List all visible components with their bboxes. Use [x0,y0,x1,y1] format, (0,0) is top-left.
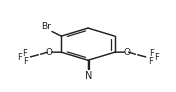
Text: F: F [22,49,27,58]
Text: O: O [46,48,53,56]
Text: F: F [17,53,22,62]
Text: Br: Br [41,22,51,31]
Text: F: F [23,57,28,66]
Text: O: O [123,48,130,56]
Text: F: F [154,53,159,62]
Text: N: N [85,71,92,81]
Text: F: F [148,57,153,66]
Text: F: F [149,49,154,58]
